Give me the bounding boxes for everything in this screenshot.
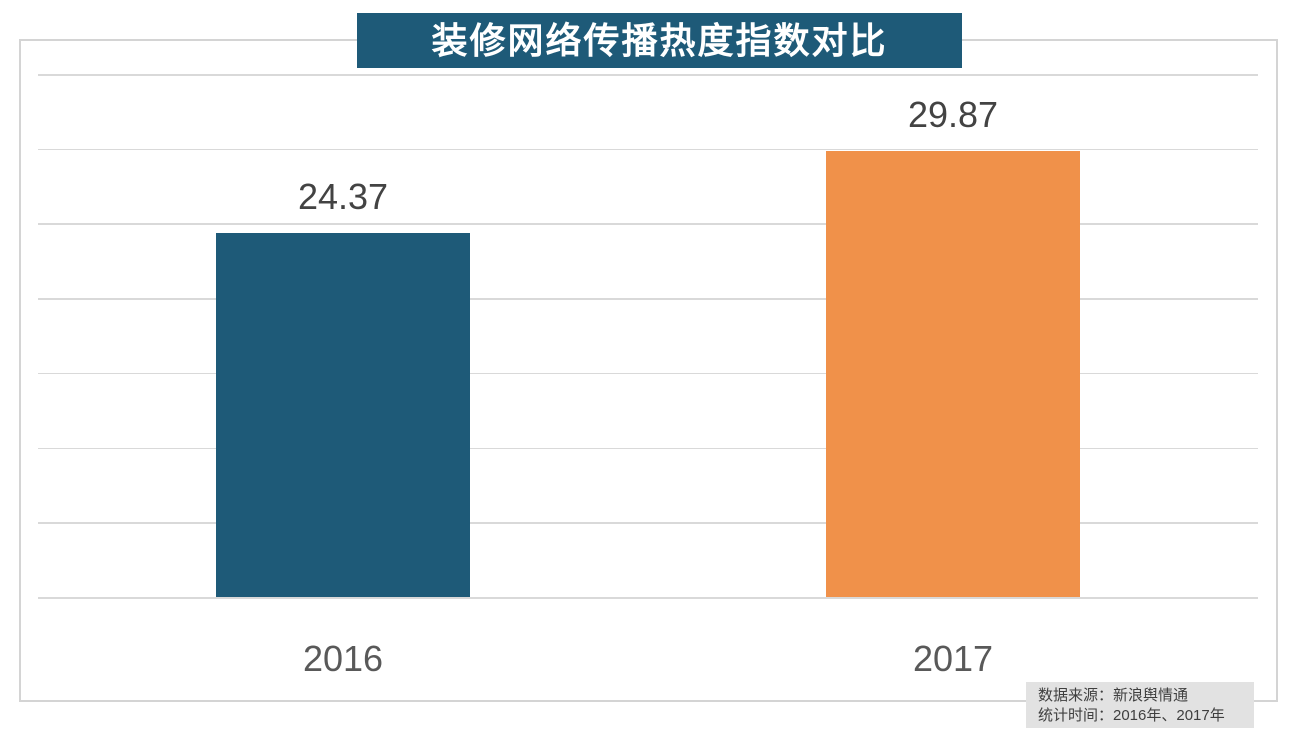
gridline-0 bbox=[38, 597, 1258, 599]
category-label-2016: 2016 bbox=[302, 638, 384, 679]
gridline-20 bbox=[38, 298, 1258, 300]
value-label-2017: 29.87 bbox=[907, 93, 999, 135]
gridline-15 bbox=[38, 372, 1258, 375]
period-line: 统计时间：2016年、2017年 bbox=[1038, 707, 1225, 724]
chart-panel bbox=[19, 39, 1278, 702]
chart-title-box: 装修网络传播热度指数对比 bbox=[357, 13, 962, 68]
value-label-2016: 24.37 bbox=[297, 175, 389, 217]
gridline-25 bbox=[38, 223, 1258, 225]
gridline-30 bbox=[38, 148, 1258, 151]
bar-2017 bbox=[826, 150, 1080, 597]
bar-2016 bbox=[216, 232, 470, 597]
gridline-35 bbox=[38, 74, 1258, 76]
source-note: 数据来源：新浪舆情通 统计时间：2016年、2017年 bbox=[1026, 682, 1254, 728]
gridline-5 bbox=[38, 522, 1258, 524]
chart-title: 装修网络传播热度指数对比 bbox=[431, 20, 888, 61]
gridline-10 bbox=[38, 447, 1258, 450]
source-line: 数据来源：新浪舆情通 bbox=[1038, 687, 1189, 704]
category-label-2017: 2017 bbox=[912, 638, 994, 679]
